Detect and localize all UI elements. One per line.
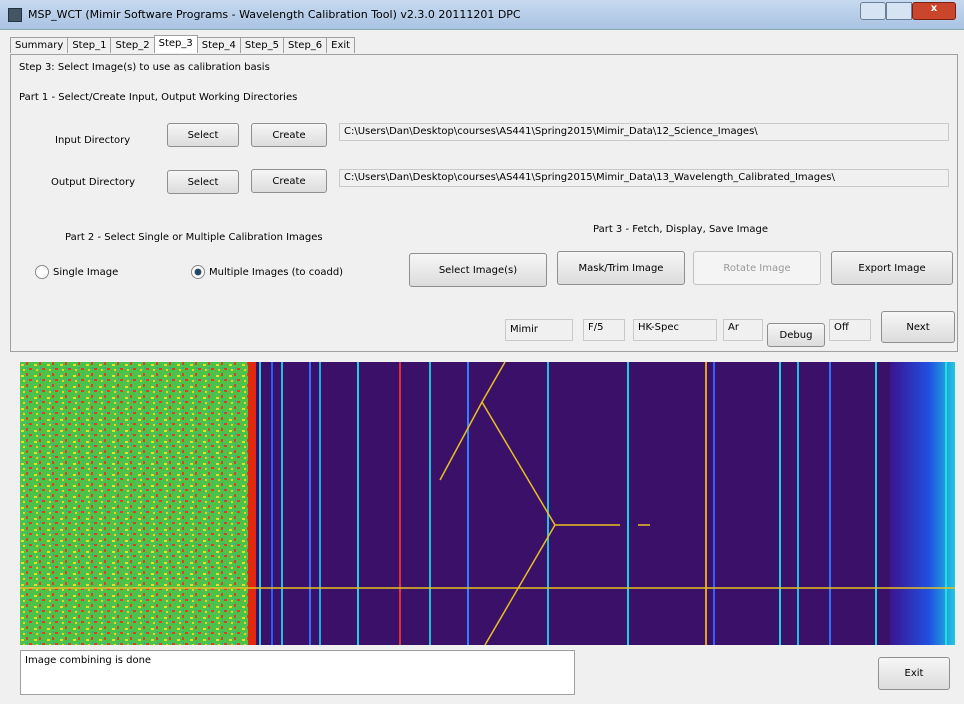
rotate-button: Rotate Image bbox=[693, 251, 821, 285]
title-bar: MSP_WCT (Mimir Software Programs - Wavel… bbox=[0, 0, 964, 30]
input-path[interactable]: C:\Users\Dan\Desktop\courses\AS441\Sprin… bbox=[339, 123, 949, 141]
export-button[interactable]: Export Image bbox=[831, 251, 953, 285]
maximize-button[interactable] bbox=[886, 2, 912, 20]
app: MSP_WCT (Mimir Software Programs - Wavel… bbox=[0, 0, 964, 704]
multiple-label: Multiple Images (to coadd) bbox=[209, 267, 343, 278]
multiple-radio[interactable]: Multiple Images (to coadd) bbox=[191, 265, 343, 279]
tab[interactable]: Step_4 bbox=[197, 37, 241, 53]
input-select-button[interactable]: Select bbox=[167, 123, 239, 147]
field-instrument[interactable]: Mimir bbox=[505, 319, 573, 341]
select-images-button[interactable]: Select Image(s) bbox=[409, 253, 547, 287]
step-panel: Step 3: Select Image(s) to use as calibr… bbox=[10, 54, 958, 352]
debug-state[interactable]: Off bbox=[829, 319, 871, 341]
next-button[interactable]: Next bbox=[881, 311, 955, 343]
step-heading: Step 3: Select Image(s) to use as calibr… bbox=[19, 62, 270, 73]
spectrum-image bbox=[20, 362, 955, 645]
field-mode[interactable]: HK-Spec bbox=[633, 319, 717, 341]
tab[interactable]: Step_6 bbox=[283, 37, 327, 53]
close-button[interactable]: x bbox=[912, 2, 956, 20]
exit-button[interactable]: Exit bbox=[878, 657, 950, 690]
output-create-button[interactable]: Create bbox=[251, 169, 327, 193]
output-select-button[interactable]: Select bbox=[167, 170, 239, 194]
part2-label: Part 2 - Select Single or Multiple Calib… bbox=[65, 232, 323, 243]
input-label: Input Directory bbox=[55, 135, 130, 146]
tab[interactable]: Exit bbox=[326, 37, 355, 53]
status-box: Image combining is done bbox=[20, 650, 575, 695]
part3-label: Part 3 - Fetch, Display, Save Image bbox=[593, 224, 768, 235]
output-path[interactable]: C:\Users\Dan\Desktop\courses\AS441\Sprin… bbox=[339, 169, 949, 187]
tab[interactable]: Step_3 bbox=[154, 35, 198, 53]
tab[interactable]: Step_5 bbox=[240, 37, 284, 53]
tab[interactable]: Summary bbox=[10, 37, 68, 53]
tab[interactable]: Step_2 bbox=[110, 37, 154, 53]
tab[interactable]: Step_1 bbox=[67, 37, 111, 53]
single-label: Single Image bbox=[53, 267, 118, 278]
output-label: Output Directory bbox=[51, 177, 135, 188]
part1-label: Part 1 - Select/Create Input, Output Wor… bbox=[19, 92, 297, 103]
field-focal[interactable]: F/5 bbox=[583, 319, 625, 341]
mask-trim-button[interactable]: Mask/Trim Image bbox=[557, 251, 685, 285]
minimize-button[interactable] bbox=[860, 2, 886, 20]
field-lamp[interactable]: Ar bbox=[723, 319, 763, 341]
window-title: MSP_WCT (Mimir Software Programs - Wavel… bbox=[28, 8, 521, 21]
input-create-button[interactable]: Create bbox=[251, 123, 327, 147]
debug-button[interactable]: Debug bbox=[767, 323, 825, 347]
single-radio[interactable]: Single Image bbox=[35, 265, 118, 279]
app-icon bbox=[8, 8, 22, 22]
